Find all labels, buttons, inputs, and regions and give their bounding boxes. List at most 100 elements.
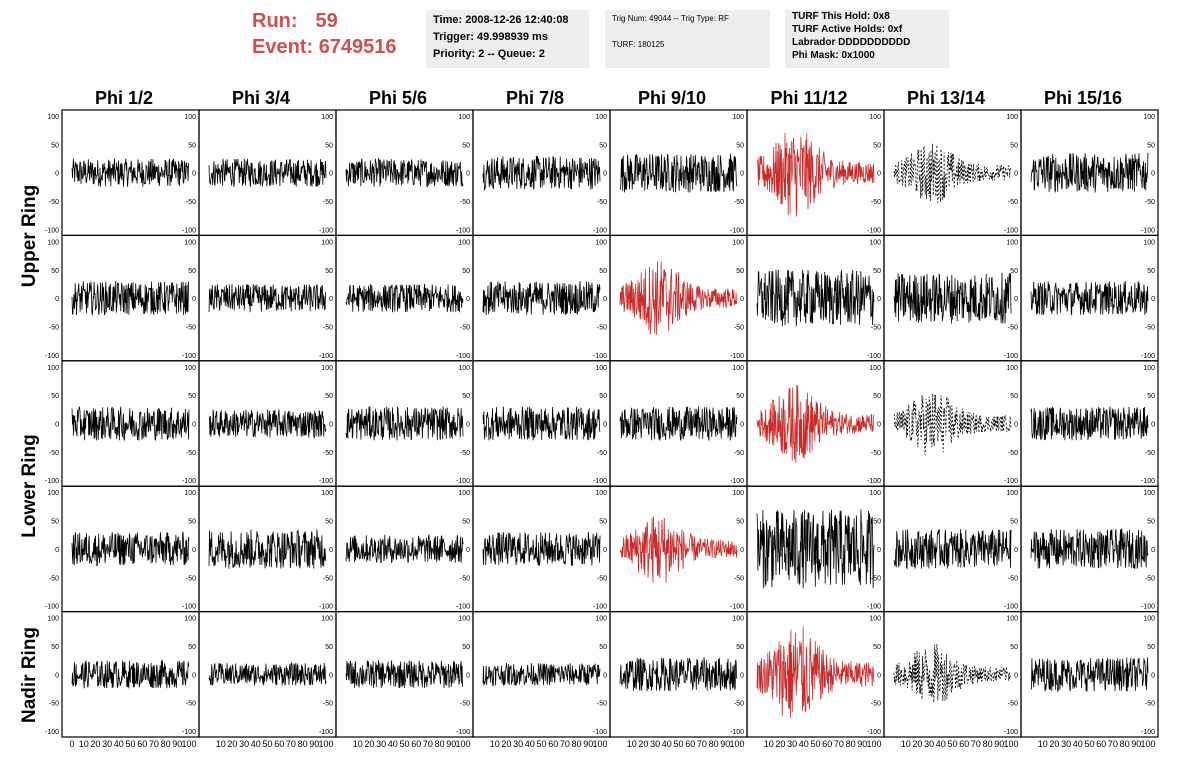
x-tick-label: 100: [729, 739, 744, 749]
y-tick-label-inner: -50: [871, 324, 881, 331]
x-tick-label: 60: [1096, 739, 1106, 749]
x-tick-label: 10: [216, 739, 226, 749]
y-tick-label-inner: 100: [321, 365, 333, 372]
waveform-trace: [71, 406, 190, 442]
event-number: Event: 6749516: [252, 36, 397, 58]
y-tick-label-inner: 0: [740, 171, 744, 178]
waveform-trace: [619, 657, 738, 692]
y-tick-label-inner: 100: [732, 616, 744, 623]
y-tick-label-inner: 0: [1151, 171, 1155, 178]
column-title-phi-11-12: Phi 11/12: [770, 88, 848, 108]
y-tick-label-inner: -50: [460, 575, 470, 582]
y-tick-label-inner: -100: [867, 353, 881, 360]
x-tick-label: 30: [239, 739, 249, 749]
y-tick-label-inner: -100: [1141, 729, 1155, 736]
x-tick-label: 100: [318, 739, 333, 749]
column-title-phi-7-8: Phi 7/8: [505, 88, 565, 108]
phi-mask-text: Phi Mask: 0x1000: [792, 50, 875, 61]
y-tick-label-inner: -100: [1004, 729, 1018, 736]
y-tick-label-inner: 50: [736, 142, 744, 149]
y-tick-label-inner: 100: [869, 616, 881, 623]
y-tick-label-inner: 0: [740, 296, 744, 303]
y-tick-label-inner: -100: [593, 353, 607, 360]
y-tick-label-inner: 100: [1006, 239, 1018, 246]
waveform-trace: [619, 153, 738, 193]
y-tick-label-inner: 100: [1006, 365, 1018, 372]
y-tick-label: 50: [51, 644, 59, 651]
waveform-trace: [619, 516, 738, 583]
y-tick-label-inner: -50: [597, 701, 607, 708]
y-tick-label-inner: 50: [1147, 519, 1155, 526]
y-tick-label-inner: 50: [325, 268, 333, 275]
y-tick-label: -100: [45, 478, 59, 485]
y-tick-label-inner: -100: [1004, 353, 1018, 360]
y-tick-label-inner: 100: [458, 239, 470, 246]
y-tick-label: 0: [55, 422, 59, 429]
y-tick-label-inner: -50: [1008, 701, 1018, 708]
labrador-text: Labrador DDDDDDDDDD: [792, 37, 911, 48]
y-tick-label-inner: -50: [1008, 199, 1018, 206]
waveform-trace: [208, 158, 327, 188]
y-tick-label-inner: 100: [869, 490, 881, 497]
y-tick-label-inner: 50: [188, 268, 196, 275]
y-tick-label-inner: -50: [186, 450, 196, 457]
y-tick-label-inner: -100: [867, 604, 881, 611]
x-tick-label: 90: [583, 739, 593, 749]
x-tick-label: 30: [650, 739, 660, 749]
y-tick-label-inner: -50: [186, 199, 196, 206]
y-tick-label-inner: 100: [458, 490, 470, 497]
y-tick-label-inner: -100: [319, 227, 333, 234]
y-tick-label-inner: 0: [1151, 422, 1155, 429]
y-tick-label-inner: 0: [192, 422, 196, 429]
y-tick-label-inner: 100: [1006, 490, 1018, 497]
x-tick-label: 100: [1140, 739, 1155, 749]
y-tick-label-inner: -50: [323, 324, 333, 331]
y-tick-label-inner: 50: [1147, 142, 1155, 149]
y-tick-label-inner: 50: [599, 393, 607, 400]
waveform-trace: [482, 281, 601, 316]
x-tick-label: 20: [90, 739, 100, 749]
column-title-phi-9-10: Phi 9/10: [637, 88, 707, 108]
y-tick-label-inner: -100: [1141, 604, 1155, 611]
y-tick-label-inner: 100: [1006, 114, 1018, 121]
y-tick-label-inner: 0: [329, 296, 333, 303]
trig-info-box: Trig Num: 49044 -- Trig Type: RF TURF: 1…: [605, 10, 770, 68]
y-tick-label-inner: 50: [462, 644, 470, 651]
x-tick-label: 30: [1061, 739, 1071, 749]
y-tick-label-inner: 100: [1143, 365, 1155, 372]
x-tick-label: 90: [720, 739, 730, 749]
y-tick-label-inner: 100: [595, 616, 607, 623]
y-tick-label-inner: -50: [871, 575, 881, 582]
y-tick-label: -50: [49, 701, 59, 708]
y-tick-label-inner: -50: [186, 575, 196, 582]
x-tick-label: 40: [114, 739, 124, 749]
y-tick-label-inner: -100: [319, 353, 333, 360]
x-tick-label: 40: [1073, 739, 1083, 749]
x-tick-label: 10: [627, 739, 637, 749]
waveform-trace: [1030, 406, 1149, 441]
x-tick-label: 100: [1003, 739, 1018, 749]
y-tick-label-inner: 50: [736, 644, 744, 651]
y-tick-label: -50: [49, 199, 59, 206]
y-tick-label-inner: -50: [186, 324, 196, 331]
waveform-trace: [893, 143, 1012, 203]
y-tick-label-inner: 50: [873, 644, 881, 651]
waveform-trace: [1030, 281, 1149, 316]
y-tick-label-inner: -50: [460, 450, 470, 457]
y-tick-label-inner: 100: [1006, 616, 1018, 623]
y-tick-label-inner: 0: [877, 422, 881, 429]
y-tick-label-inner: 0: [329, 672, 333, 679]
x-tick-label: 20: [638, 739, 648, 749]
y-tick-label: 100: [47, 239, 59, 246]
y-tick-label-inner: -50: [734, 324, 744, 331]
y-tick-label-inner: -100: [319, 729, 333, 736]
y-tick-label-inner: 100: [458, 616, 470, 623]
y-tick-label-inner: 100: [1143, 239, 1155, 246]
y-tick-label-inner: 100: [869, 365, 881, 372]
x-tick-label: 10: [353, 739, 363, 749]
y-tick-label: 100: [47, 616, 59, 623]
waveform-trace: [208, 529, 327, 569]
column-title-phi-13-14: Phi 13/14: [906, 88, 986, 108]
y-tick-label-inner: 0: [1014, 422, 1018, 429]
x-tick-label: 90: [309, 739, 319, 749]
